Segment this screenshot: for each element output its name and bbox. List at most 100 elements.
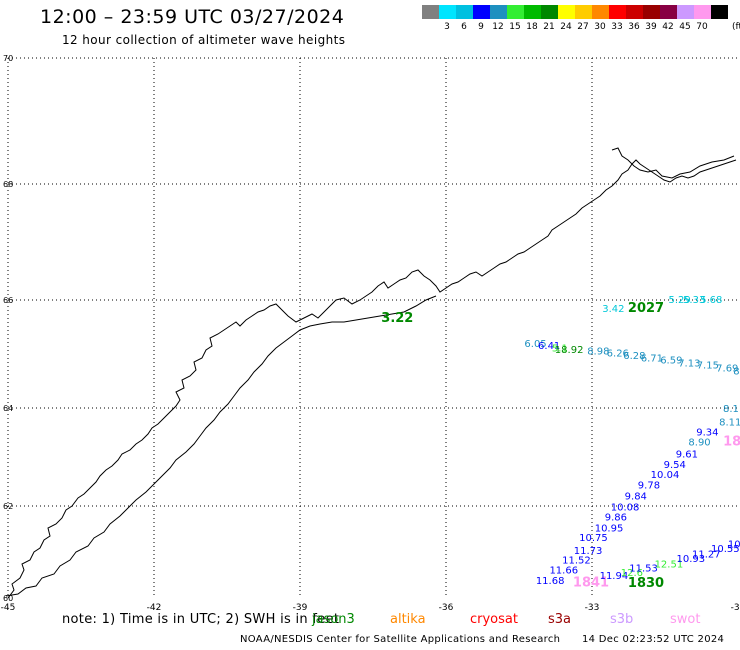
wave-height-value: 3.42 <box>602 304 624 315</box>
map-subtitle: 12 hour collection of altimeter wave hei… <box>62 33 346 47</box>
wave-height-value: 10.08 <box>611 503 640 514</box>
wave-height-value: 11.52 <box>562 556 591 567</box>
color-scale-tick: 6 <box>461 22 467 32</box>
color-swatch <box>626 5 643 19</box>
wave-height-value: 6.05 <box>524 339 546 350</box>
longitude-label: -39 <box>293 603 308 613</box>
color-swatch <box>660 5 677 19</box>
wave-height-value: 8.11 <box>723 404 740 415</box>
wave-height-value: 9.78 <box>638 480 660 491</box>
map-title: 12:00 – 23:59 UTC 03/27/2024 <box>40 6 345 28</box>
wave-height-value: 7.69 <box>716 363 738 374</box>
wave-height-value: 10.04 <box>651 470 680 481</box>
color-swatch <box>694 5 711 19</box>
wave-height-value: 8.98 <box>587 347 609 358</box>
latitude-label: 68 <box>3 180 13 189</box>
longitude-label: -33 <box>585 603 600 613</box>
wave-height-value: 10.75 <box>579 533 608 544</box>
color-swatch <box>558 5 575 19</box>
longitude-label: -45 <box>1 603 16 613</box>
graticule: -45-42-39-36-33-30706866646260 <box>1 54 740 613</box>
latitude-label: 64 <box>3 404 13 413</box>
color-scale-tick: 30 <box>594 22 606 32</box>
wave-height-value: 5.33 <box>683 295 705 306</box>
pass-time-label: 18 <box>723 435 740 450</box>
wave-height-value: 9.61 <box>676 449 698 460</box>
color-scale-tick: 39 <box>645 22 657 32</box>
wave-height-value: 7.13 <box>678 358 700 369</box>
pass-time-label: 3.22 <box>381 311 413 326</box>
credit-line: NOAA/NESDIS Center for Satellite Applica… <box>240 634 561 645</box>
wave-height-value: 10.95 <box>595 523 624 534</box>
observations-layer: 3.42 2027 3.22 5.295.335.68 6.056.415.118.92… <box>381 295 740 591</box>
wave-height-value: 8.11 <box>719 418 740 429</box>
pass-time-label: 1841 <box>573 576 609 591</box>
wave-height-value: 7.15 <box>697 361 719 372</box>
satellite-legend-item: s3b <box>610 612 634 627</box>
color-swatch <box>592 5 609 19</box>
color-swatch <box>439 5 456 19</box>
pass-time-label: 1830 <box>628 576 664 591</box>
wave-height-value: 5.29 <box>668 295 690 306</box>
longitude-label: -36 <box>439 603 454 613</box>
color-scale-tick: 70 <box>696 22 708 32</box>
longitude-label: -42 <box>147 603 162 613</box>
color-swatch <box>490 5 507 19</box>
color-scale-tick: 9 <box>478 22 484 32</box>
coastline-east-path <box>611 147 735 179</box>
wave-height-value: 9.84 <box>625 492 647 503</box>
wave-height-value: 6.41 <box>538 341 560 352</box>
wave-height-value: 8.34 <box>733 367 740 378</box>
wave-height-value: 6.59 <box>660 356 682 367</box>
wave-height-value: 9.54 <box>664 460 686 471</box>
wave-height-value: 11.68 <box>536 576 565 587</box>
wave-height-value: 10.93 <box>676 554 705 565</box>
color-scale-tick: 27 <box>577 22 589 32</box>
coastline-inner-path <box>5 295 437 597</box>
satellite-legend-item: s3a <box>548 612 572 627</box>
satellite-legend-item: altika <box>390 612 426 627</box>
color-swatch <box>473 5 490 19</box>
wave-height-value: 9.34 <box>696 427 718 438</box>
color-scale-tick: 18 <box>526 22 538 32</box>
color-swatch <box>609 5 626 19</box>
color-swatch <box>677 5 694 19</box>
wave-height-value: 6.71 <box>641 354 663 365</box>
color-swatch <box>575 5 592 19</box>
color-swatch <box>524 5 541 19</box>
wave-height-value: 9.86 <box>605 513 627 524</box>
color-scale-tick: 15 <box>509 22 521 32</box>
wave-height-value: 12.6 <box>621 568 643 579</box>
wave-height-value: 11.53 <box>629 563 658 574</box>
color-scale-units: (ft) <box>732 22 740 32</box>
color-swatch <box>456 5 473 19</box>
coastline-path <box>7 159 737 599</box>
wave-height-value: 11.27 <box>692 550 721 561</box>
wave-height-value: 10.1 <box>728 539 740 550</box>
color-scale-tick: 36 <box>628 22 640 32</box>
color-scale-tick: 24 <box>560 22 572 32</box>
color-scale-tick: 42 <box>662 22 674 32</box>
wave-height-value: 18.92 <box>555 345 584 356</box>
generation-timestamp: 14 Dec 02:23:52 UTC 2024 <box>582 634 725 645</box>
latitude-label: 60 <box>3 594 13 603</box>
pass-time-label: 2027 <box>628 301 664 316</box>
greenland-coastline <box>5 147 737 599</box>
wave-height-value: 12.51 <box>655 560 684 571</box>
color-scale-tick: 33 <box>611 22 623 32</box>
wave-height-value: 6.28 <box>623 351 645 362</box>
wave-height-value: 11.73 <box>574 546 603 557</box>
wave-height-value: 5.1 <box>552 343 568 354</box>
wave-height-value: 6.26 <box>607 349 629 360</box>
satellite-legend-item: jason3 <box>312 612 355 627</box>
color-swatch <box>541 5 558 19</box>
color-swatch <box>643 5 660 19</box>
wave-height-value: 10.55 <box>711 544 740 555</box>
longitude-label: -30 <box>731 603 740 613</box>
footer-note: note: 1) Time is in UTC; 2) SWH is in fe… <box>62 612 340 627</box>
color-swatch <box>507 5 524 19</box>
latitude-label: 66 <box>3 296 13 305</box>
color-scale-tick: 45 <box>679 22 691 32</box>
wave-height-value: 8.90 <box>688 438 710 449</box>
